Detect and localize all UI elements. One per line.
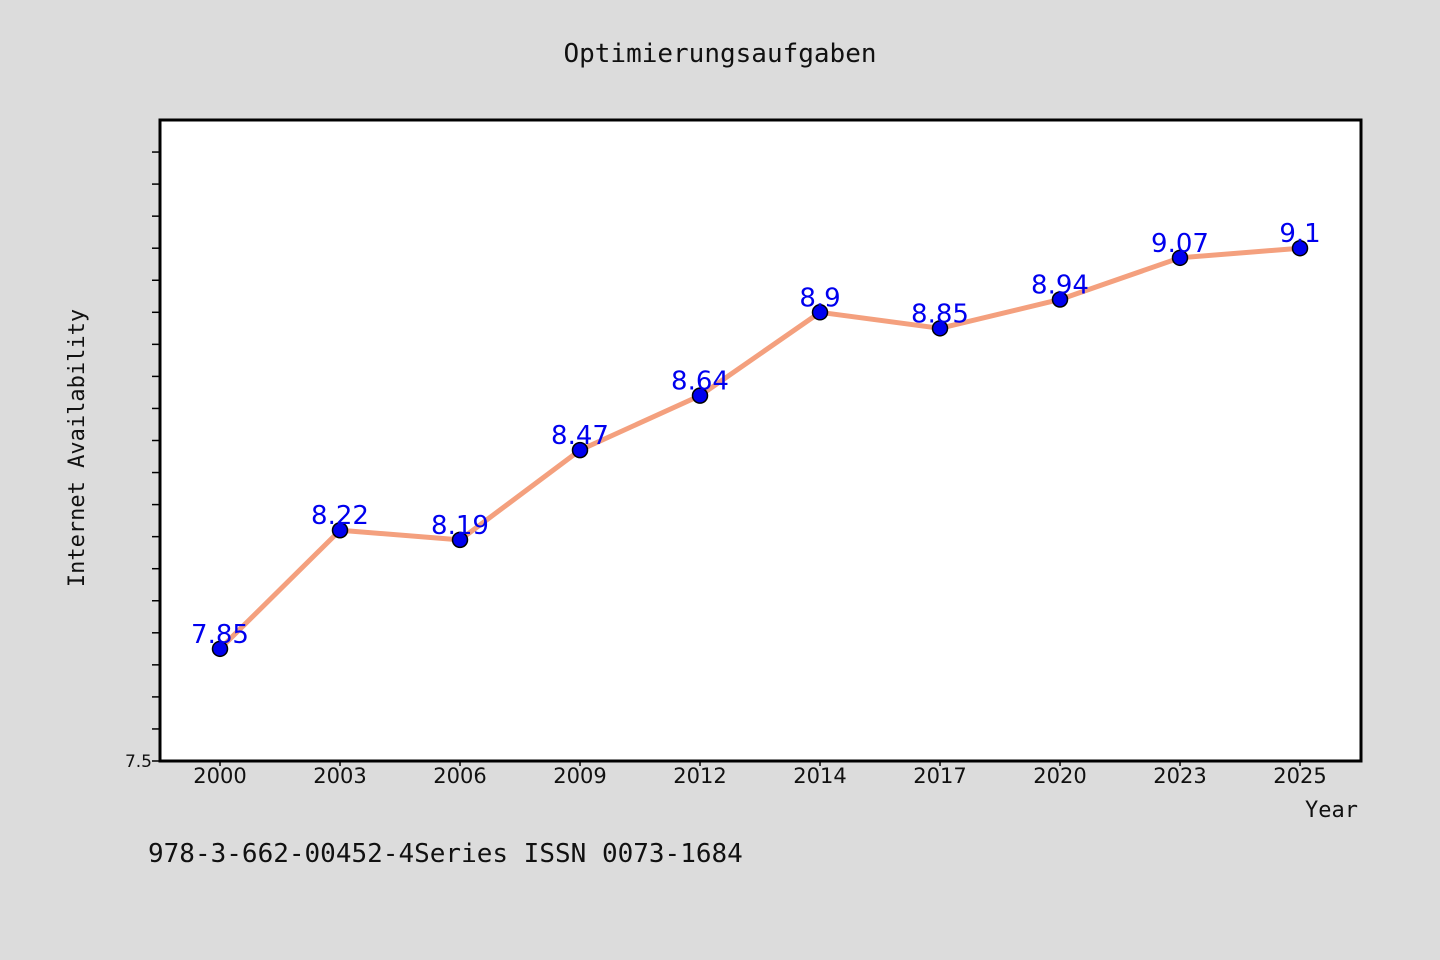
y-axis-label: Internet Availability bbox=[65, 309, 90, 587]
data-label: 9.1 bbox=[1279, 219, 1320, 249]
data-point bbox=[451, 531, 469, 549]
data-label: 7.85 bbox=[191, 620, 249, 650]
data-label: 8.19 bbox=[431, 511, 489, 541]
x-tick-label: 2017 bbox=[913, 764, 966, 788]
data-label: 8.9 bbox=[799, 283, 840, 313]
data-point bbox=[1291, 239, 1309, 257]
data-point bbox=[571, 441, 589, 459]
data-point bbox=[691, 387, 709, 404]
x-tick-label: 2020 bbox=[1033, 764, 1086, 788]
x-tick-label: 2000 bbox=[193, 764, 246, 788]
chart-title: Optimierungsaufgaben bbox=[563, 39, 876, 69]
x-tick-label: 2012 bbox=[673, 764, 726, 788]
series-points bbox=[211, 239, 1309, 658]
data-point bbox=[931, 320, 949, 337]
data-point bbox=[331, 521, 349, 539]
footer-text: 978-3-662-00452-4Series ISSN 0073-1684 bbox=[148, 839, 743, 869]
x-axis-label: Year bbox=[1305, 798, 1358, 823]
x-tick-label: 2023 bbox=[1153, 764, 1206, 788]
x-tick-label: 2003 bbox=[313, 764, 366, 788]
x-tick-label: 2025 bbox=[1273, 764, 1326, 788]
data-label: 8.85 bbox=[911, 299, 969, 329]
data-label: 8.22 bbox=[311, 501, 369, 531]
x-axis-ticks: 2000 2003 2006 2009 2012 2014 2017 2020 2023 2025 bbox=[193, 761, 1327, 788]
y-tick-label: 7.5 bbox=[125, 752, 152, 772]
data-point bbox=[211, 640, 229, 658]
plot-area bbox=[158, 118, 1363, 763]
data-label: 8.64 bbox=[671, 367, 729, 397]
data-point bbox=[811, 304, 829, 321]
x-tick-label: 2009 bbox=[553, 764, 606, 788]
x-tick-label: 2014 bbox=[793, 764, 846, 788]
data-labels: 7.85 8.22 8.19 8.47 8.64 8.9 8.85 8.94 9.07 9.1 bbox=[191, 219, 1321, 650]
y-axis-ticks bbox=[152, 151, 160, 762]
data-point bbox=[1171, 249, 1189, 267]
x-tick-label: 2006 bbox=[433, 764, 486, 788]
data-label: 8.47 bbox=[551, 421, 609, 451]
series-line bbox=[217, 245, 1303, 652]
data-point bbox=[1051, 291, 1069, 308]
data-label: 9.07 bbox=[1151, 229, 1209, 259]
data-label: 8.94 bbox=[1031, 270, 1089, 300]
